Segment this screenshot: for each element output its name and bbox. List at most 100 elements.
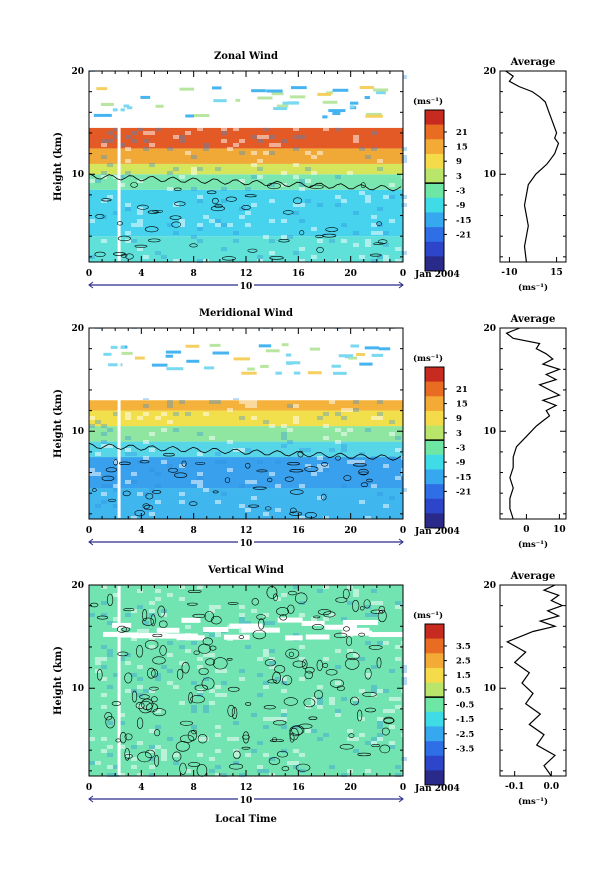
contour-line — [125, 253, 134, 260]
sparse-data — [260, 364, 269, 368]
heatmap-cell — [281, 593, 287, 597]
heatmap-cell — [95, 661, 101, 665]
x-tick-label: 12 — [240, 783, 253, 793]
heatmap-cell — [341, 416, 347, 420]
sparse-data — [121, 351, 133, 355]
heatmap-cell — [251, 713, 257, 717]
heatmap-cell — [137, 219, 143, 223]
contour-line — [198, 643, 211, 654]
x-tick-label: 16 — [292, 526, 305, 536]
heatmap-cell — [209, 653, 215, 657]
contour-line — [172, 751, 182, 762]
average-y-tick-label: 10 — [483, 170, 496, 180]
contour-line — [358, 632, 366, 637]
no-data-region — [89, 72, 403, 128]
heatmap-cell — [371, 589, 377, 593]
contour-line — [244, 194, 257, 198]
heatmap-cell — [113, 593, 119, 597]
average-frame — [499, 70, 567, 263]
heatmap-cell — [347, 769, 353, 773]
heatmap-cell — [317, 203, 323, 207]
heatmap-cell — [221, 693, 227, 697]
heatmap-cell — [311, 227, 317, 231]
heatmap-cell — [215, 773, 221, 777]
heatmap-cell — [191, 235, 197, 239]
contour-line — [335, 597, 348, 603]
heatmap-cell — [167, 464, 173, 468]
heatmap-cell — [371, 147, 377, 151]
sparse-data — [333, 371, 347, 375]
colorbar-swatch — [425, 711, 444, 727]
heatmap-cell — [155, 677, 161, 681]
heatmap-cell — [395, 601, 401, 605]
sparse-data — [271, 92, 284, 96]
contour-line — [289, 725, 303, 737]
heatmap-cell — [383, 689, 389, 693]
heatmap-cell — [125, 231, 131, 235]
heatmap-field — [89, 585, 407, 777]
heatmap-cell — [173, 685, 179, 689]
heatmap-cell — [353, 460, 359, 464]
heatmap-cell — [209, 633, 215, 637]
contour-line — [381, 727, 390, 736]
heatmap-cell — [149, 757, 155, 761]
heatmap-cell — [149, 749, 155, 753]
heatmap-cell — [209, 689, 215, 693]
heatmap-cell — [341, 444, 347, 448]
heatmap-cell — [107, 649, 113, 653]
heatmap-cell — [299, 247, 305, 251]
heatmap-cell — [215, 693, 221, 697]
heatmap-cell — [269, 183, 275, 187]
heatmap-cell — [317, 589, 323, 593]
heatmap-cell — [257, 135, 263, 139]
date-arrow-right — [398, 795, 404, 803]
contour-line — [304, 666, 315, 674]
heatmap-cell — [101, 440, 107, 444]
contour-line — [117, 625, 127, 633]
colorbar-label: -15 — [456, 216, 471, 226]
heatmap-cell — [203, 653, 209, 657]
heatmap-cell — [353, 749, 359, 753]
heatmap-cell — [107, 444, 113, 448]
sparse-data — [365, 114, 383, 118]
heatmap-cell — [209, 701, 215, 705]
heatmap-cell — [215, 400, 221, 404]
heatmap-cell — [401, 488, 407, 492]
contour-line — [241, 205, 251, 210]
heatmap-cell — [107, 621, 113, 625]
heatmap-cell — [101, 171, 107, 175]
contour-line — [379, 744, 391, 754]
heatmap-cell — [107, 745, 113, 749]
heatmap-cell — [263, 512, 269, 516]
heatmap-cell — [383, 255, 389, 259]
heatmap-cell — [191, 187, 197, 191]
data-gap — [117, 586, 121, 775]
contour-line — [352, 463, 367, 467]
sparse-data — [247, 367, 255, 371]
heatmap-cell — [347, 649, 353, 653]
sparse-data — [364, 96, 370, 100]
heatmap-cell — [179, 175, 185, 179]
heatmap-cell — [209, 609, 215, 613]
contour-line — [358, 468, 369, 476]
heatmap-cell — [281, 717, 287, 721]
heatmap-cell — [263, 420, 269, 424]
contour-line — [193, 650, 200, 655]
no-data-region — [342, 620, 379, 626]
heatmap-cell — [329, 400, 335, 404]
heatmap-cell — [227, 408, 233, 412]
heatmap-cell — [311, 255, 317, 259]
contour-line — [291, 725, 305, 735]
heatmap-cell — [395, 697, 401, 701]
colorbar-label: -3 — [456, 187, 466, 197]
contour-line — [252, 486, 267, 490]
contour-line — [117, 221, 123, 226]
heatmap-cell — [251, 496, 257, 500]
zero-contour — [88, 173, 402, 192]
data-gap — [117, 72, 121, 261]
sparse-data — [151, 363, 168, 367]
sparse-data — [350, 344, 360, 348]
contour-line — [245, 462, 251, 469]
heatmap-cell — [239, 139, 245, 143]
